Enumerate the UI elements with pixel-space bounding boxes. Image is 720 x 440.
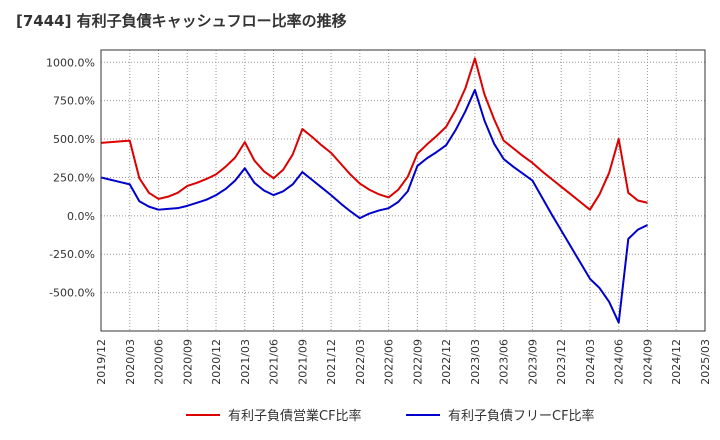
legend-label-1: 有利子負債営業CF比率 bbox=[228, 408, 362, 424]
y-tick-label: -250.0% bbox=[49, 248, 95, 261]
series-line-2 bbox=[100, 88, 648, 324]
x-tick-label: 2020/09 bbox=[181, 339, 194, 385]
x-tick-label: 2022/06 bbox=[383, 339, 396, 385]
x-tick-label: 2024/06 bbox=[613, 339, 626, 385]
x-tick-label: 2021/12 bbox=[325, 339, 338, 385]
x-tick-label: 2024/03 bbox=[584, 339, 597, 385]
x-tick-label: 2019/12 bbox=[95, 339, 108, 385]
y-tick-label: -500.0% bbox=[49, 287, 95, 300]
x-tick-label: 2025/03 bbox=[699, 339, 712, 385]
y-tick-label: 1000.0% bbox=[46, 56, 95, 69]
legend: 有利子負債営業CF比率 有利子負債フリーCF比率 bbox=[186, 408, 595, 424]
y-tick-label: 250.0% bbox=[53, 171, 95, 184]
x-tick-label: 2023/06 bbox=[498, 339, 511, 385]
x-tick-label: 2020/12 bbox=[210, 339, 223, 385]
legend-label-2: 有利子負債フリーCF比率 bbox=[448, 408, 595, 424]
x-tick-label: 2023/09 bbox=[526, 339, 539, 385]
chart-title: [7444] 有利子負債キャッシュフロー比率の推移 bbox=[16, 12, 347, 30]
x-axis-ticks: 2019/12 2020/03 2020/06 2020/09 2020/12 2021/… bbox=[95, 339, 712, 385]
series-line-1 bbox=[100, 57, 648, 211]
x-tick-label: 2020/06 bbox=[153, 339, 166, 385]
x-tick-label: 2024/12 bbox=[670, 339, 683, 385]
x-tick-label: 2021/03 bbox=[239, 339, 252, 385]
x-tick-label: 2021/09 bbox=[296, 339, 309, 385]
x-tick-label: 2020/03 bbox=[124, 339, 137, 385]
y-tick-label: 500.0% bbox=[53, 133, 95, 146]
y-tick-label: 750.0% bbox=[53, 95, 95, 108]
x-tick-label: 2022/12 bbox=[440, 339, 453, 385]
series-layer bbox=[100, 57, 648, 324]
x-tick-label: 2022/09 bbox=[411, 339, 424, 385]
x-tick-label: 2023/12 bbox=[555, 339, 568, 385]
grid-layer bbox=[100, 50, 706, 331]
plot-frame bbox=[100, 49, 706, 332]
x-tick-label: 2023/03 bbox=[469, 339, 482, 385]
y-axis-ticks: 1000.0% 750.0% 500.0% 250.0% 0.0% -250.0% -500… bbox=[46, 56, 95, 299]
x-tick-label: 2024/09 bbox=[641, 339, 654, 385]
x-tick-label: 2021/06 bbox=[268, 339, 281, 385]
x-tick-label: 2022/03 bbox=[354, 339, 367, 385]
y-tick-label: 0.0% bbox=[67, 210, 95, 223]
